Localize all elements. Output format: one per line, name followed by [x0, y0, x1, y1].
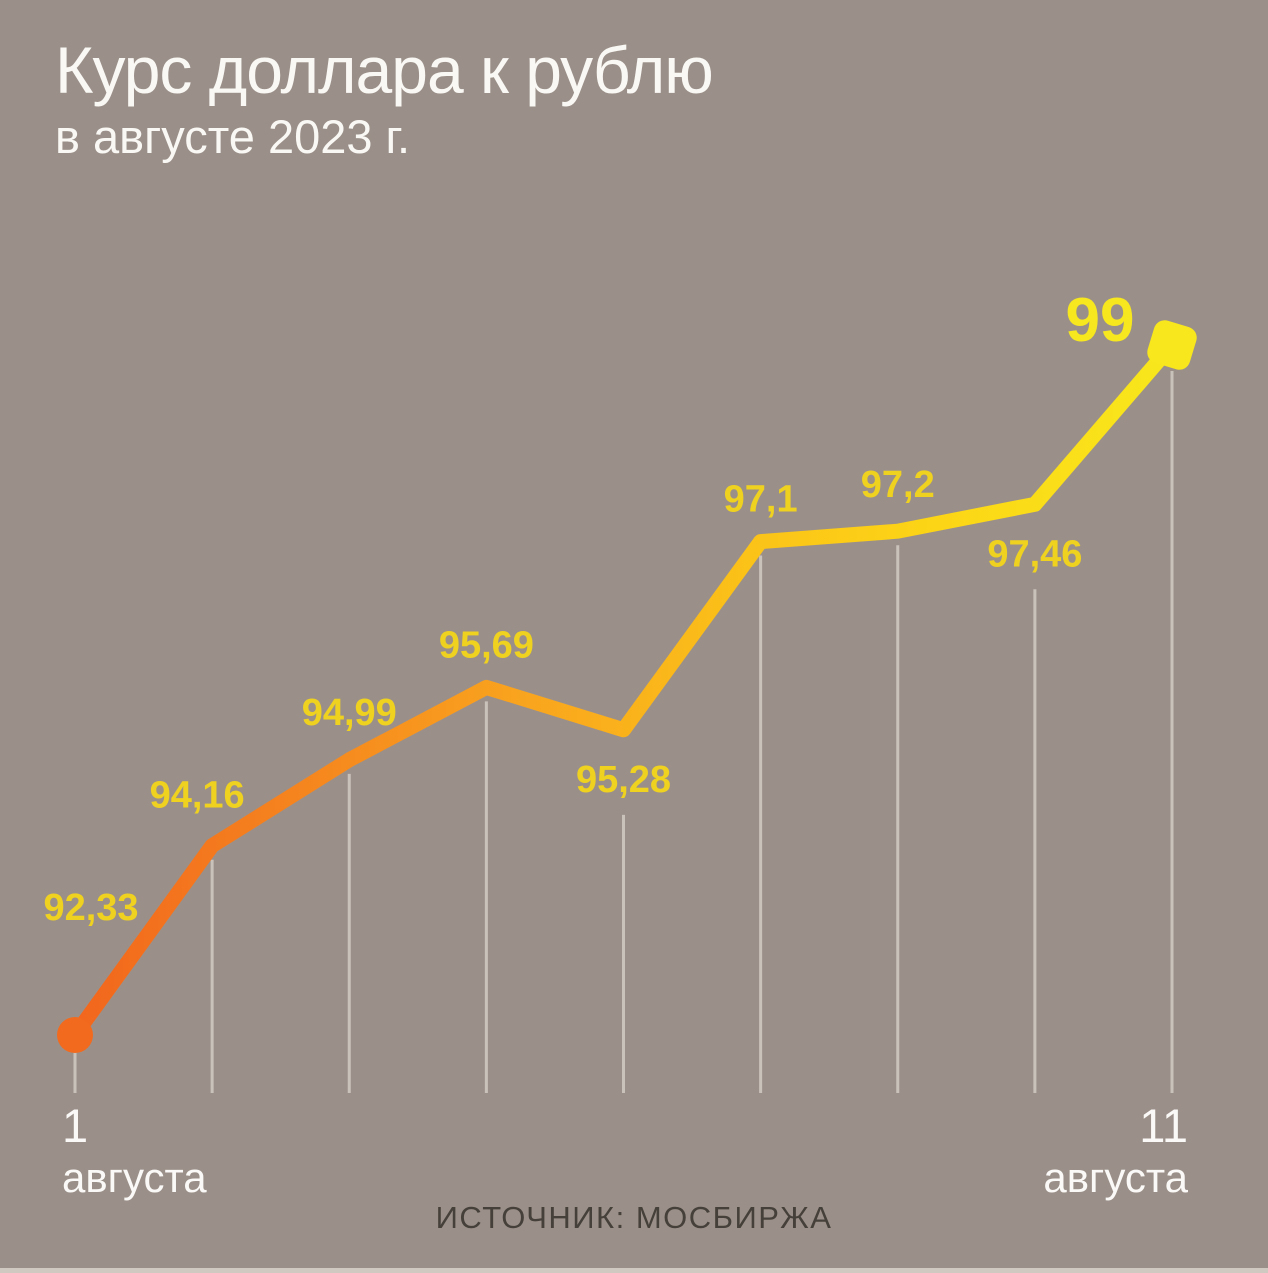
- source-note: ИСТОЧНИК: МОСБИРЖА: [435, 1200, 833, 1235]
- x-axis-start-month: августа: [62, 1154, 207, 1201]
- start-point-marker: [57, 1017, 93, 1053]
- chart-title: Курс доллара к рублю: [55, 33, 714, 107]
- value-label: 99: [1066, 286, 1135, 355]
- bottom-edge-strip: [0, 1268, 1268, 1273]
- value-label: 94,99: [302, 692, 397, 734]
- x-axis-end-month: августа: [1043, 1154, 1188, 1201]
- x-axis-end-day: 11: [1139, 1099, 1188, 1152]
- value-label: 95,69: [439, 624, 534, 666]
- x-axis-end-label: 11 августа: [1043, 1102, 1188, 1199]
- value-label: 97,2: [861, 464, 935, 506]
- chart-header: Курс доллара к рублю в августе 2023 г.: [55, 33, 714, 163]
- rate-line: [68, 340, 1178, 1040]
- chart-subtitle: в августе 2023 г.: [55, 109, 411, 163]
- value-label: 97,1: [724, 479, 798, 521]
- x-axis-start-day: 1: [62, 1099, 89, 1152]
- value-label: 92,33: [43, 887, 138, 929]
- value-label: 94,16: [150, 775, 245, 817]
- x-axis-start-label: 1 августа: [62, 1102, 207, 1199]
- end-point-marker: [1147, 320, 1197, 370]
- value-label: 97,46: [987, 533, 1082, 575]
- value-label: 95,28: [576, 759, 671, 801]
